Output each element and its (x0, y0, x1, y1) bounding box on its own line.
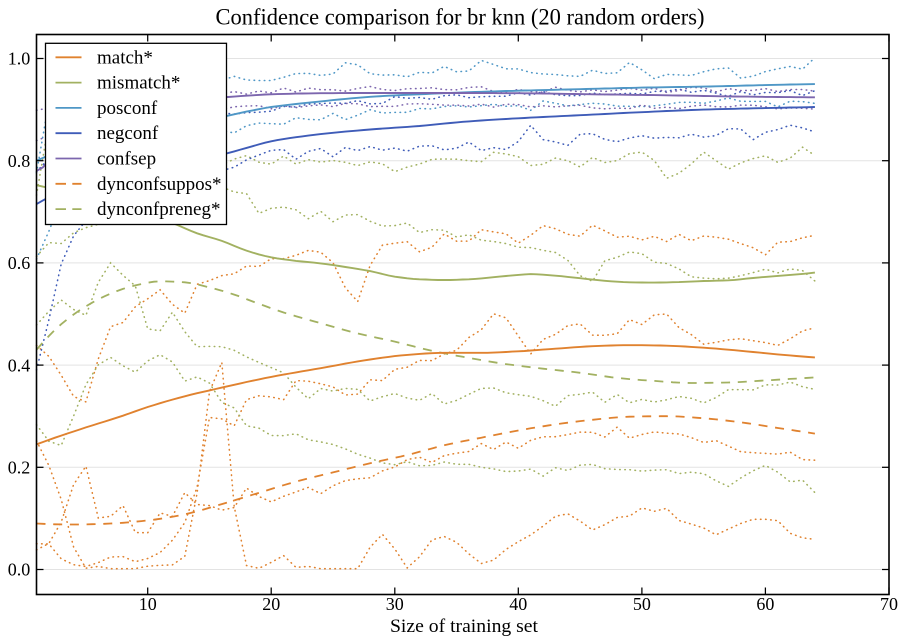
svg-text:negconf: negconf (97, 123, 159, 144)
svg-text:60: 60 (756, 594, 774, 614)
svg-text:Confidence comparison for br k: Confidence comparison for br knn (20 ran… (216, 5, 705, 30)
svg-text:Size of training set: Size of training set (390, 616, 539, 637)
svg-text:0.0: 0.0 (8, 560, 31, 580)
svg-text:1.0: 1.0 (8, 49, 31, 69)
svg-text:0.8: 0.8 (8, 151, 31, 171)
svg-text:20: 20 (262, 594, 280, 614)
svg-text:confsep: confsep (97, 149, 156, 170)
svg-text:dynconfsuppos*: dynconfsuppos* (97, 174, 222, 195)
svg-text:50: 50 (633, 594, 651, 614)
svg-text:40: 40 (509, 594, 527, 614)
svg-text:mismatch*: mismatch* (97, 73, 180, 94)
svg-text:0.6: 0.6 (8, 253, 31, 273)
svg-text:posconf: posconf (97, 98, 158, 119)
svg-text:dynconfpreneg*: dynconfpreneg* (97, 199, 220, 220)
svg-text:70: 70 (880, 594, 898, 614)
svg-text:30: 30 (386, 594, 404, 614)
svg-text:0.2: 0.2 (8, 458, 31, 478)
svg-text:match*: match* (97, 47, 153, 68)
svg-text:10: 10 (139, 594, 157, 614)
svg-text:0.4: 0.4 (8, 355, 31, 375)
